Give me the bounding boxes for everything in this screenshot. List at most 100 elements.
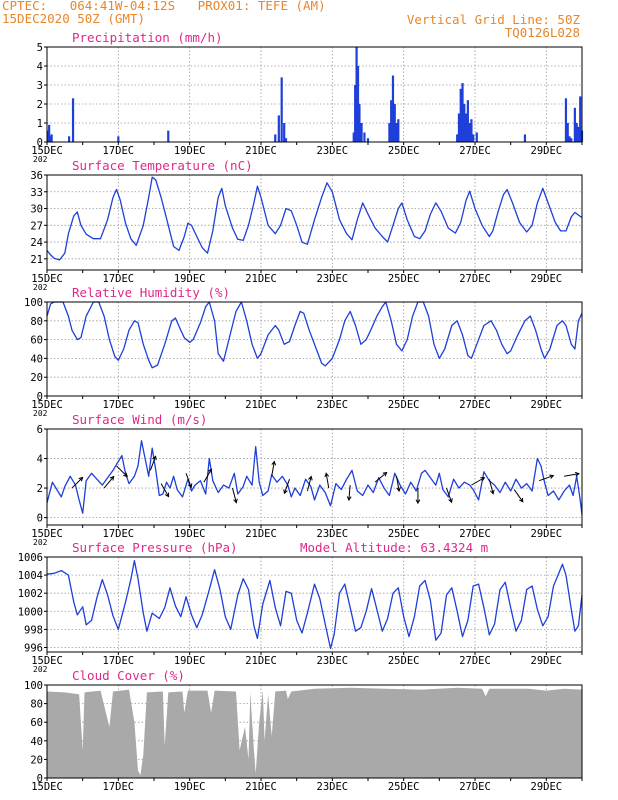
- x-tick-label: 15DEC: [31, 145, 63, 157]
- y-tick-label: 24: [30, 237, 43, 249]
- precip-bar: [354, 85, 357, 142]
- x-tick-label: 27DEC: [459, 655, 491, 667]
- panel-rh: 0 20 40 60 80 100 15DEC 17DEC 19DEC 21DEC 23DEC 25D…: [24, 285, 583, 418]
- y-tick-label: 80: [30, 316, 43, 328]
- wind-vector-shaft: [445, 487, 453, 503]
- year-label: 202: [33, 409, 48, 418]
- wind-vector-head: [490, 489, 495, 495]
- y-tick-label: 36: [30, 170, 43, 182]
- y-tick-label: 30: [30, 204, 43, 216]
- year-label: 202: [33, 538, 48, 547]
- precip-bar: [284, 138, 288, 142]
- cloud-title: Cloud Cover (%): [72, 668, 185, 683]
- y-tick-label: 4: [37, 61, 43, 73]
- precip-bar: [464, 113, 468, 142]
- precip-bar: [468, 123, 471, 142]
- x-tick-label: 19DEC: [174, 528, 206, 540]
- wind-vector-shaft: [203, 468, 212, 483]
- y-tick-label: 20: [30, 754, 43, 766]
- precip-bar: [395, 123, 398, 142]
- wind-vector-head: [519, 497, 524, 503]
- cloud-area: [47, 687, 582, 778]
- y-tick-label: 5: [37, 42, 43, 54]
- wind-vector-shaft: [325, 473, 330, 489]
- x-tick-label: 17DEC: [103, 145, 135, 157]
- panel-frame: [46, 301, 583, 397]
- precip-bar: [575, 123, 578, 142]
- x-tick-label: 15DEC: [31, 528, 63, 540]
- y-tick-label: 1006: [18, 552, 43, 564]
- x-tick-label: 19DEC: [174, 145, 206, 157]
- x-tick-label: 27DEC: [459, 145, 491, 157]
- wind-vector-shaft: [306, 476, 312, 492]
- wind-vector: [564, 471, 580, 477]
- x-tick-label: 21DEC: [245, 273, 277, 285]
- wind-vector: [488, 479, 495, 495]
- x-tick-label: 15DEC: [31, 655, 63, 667]
- x-tick-label: 29DEC: [531, 655, 563, 667]
- precip-bar: [167, 130, 170, 142]
- precip-bar: [277, 115, 280, 142]
- precip-bar: [391, 75, 395, 142]
- wind-vector: [346, 485, 352, 502]
- y-tick-label: 40: [30, 353, 43, 365]
- precip-bar: [456, 134, 459, 142]
- wind-vector-head: [152, 455, 157, 461]
- wind-vector: [149, 455, 157, 471]
- y-tick-label: 1004: [18, 570, 43, 582]
- year-label: 202: [33, 665, 48, 674]
- wind-vector-shaft: [231, 487, 237, 503]
- rh-title: Relative Humidity (%): [72, 285, 230, 300]
- wind-vector-shaft: [488, 479, 494, 494]
- x-tick-label: 21DEC: [245, 399, 277, 411]
- x-tick-label: 25DEC: [388, 655, 420, 667]
- wind-vector: [396, 476, 401, 493]
- panel-cloud: 0 20 40 60 80 100 15DEC 17DEC 19DEC 21DEC 23DEC 25D…: [24, 668, 583, 793]
- precip-bar: [355, 47, 358, 142]
- wind-vector-head: [415, 499, 421, 505]
- x-tick-label: 15DEC: [31, 399, 63, 411]
- wind-vector: [71, 476, 84, 489]
- header-line2-left: 15DEC2020 50Z (GMT): [2, 11, 145, 26]
- y-tick-label: 996: [24, 642, 43, 654]
- precip-bar: [388, 123, 391, 142]
- wind-vector-shaft: [374, 472, 387, 483]
- precip-bar: [356, 66, 360, 142]
- wind-vector: [374, 471, 388, 483]
- y-tick-label: 998: [24, 624, 43, 636]
- wind-vector-head: [109, 475, 115, 481]
- x-tick-label: 15DEC: [31, 273, 63, 285]
- y-tick-label: 0: [37, 513, 43, 525]
- x-tick-label: 17DEC: [103, 781, 135, 793]
- wind-vector: [415, 488, 421, 505]
- y-tick-label: 0: [37, 137, 43, 149]
- precip-bar: [393, 104, 396, 142]
- wind-vector-head: [78, 476, 84, 482]
- precip-bar: [472, 134, 475, 142]
- y-tick-label: 33: [30, 187, 43, 199]
- precip-bar: [566, 123, 569, 142]
- wind-vector: [539, 474, 555, 482]
- precip-bar: [397, 119, 400, 142]
- precip-bar: [577, 126, 580, 142]
- x-tick-label: 27DEC: [459, 399, 491, 411]
- y-tick-label: 1000: [18, 606, 43, 618]
- x-tick-label: 29DEC: [531, 273, 563, 285]
- x-tick-label: 25DEC: [388, 781, 420, 793]
- x-tick-label: 29DEC: [531, 781, 563, 793]
- wind-vector-shaft: [396, 476, 400, 492]
- x-tick-label: 17DEC: [103, 273, 135, 285]
- wind-vector-shaft: [71, 477, 83, 489]
- pressure-annotation: Model Altitude: 63.4324 m: [300, 540, 488, 555]
- y-tick-label: 21: [30, 254, 43, 266]
- wind-vector-shaft: [348, 485, 351, 501]
- wind-vector-head: [187, 483, 193, 489]
- wind-vector-shaft: [185, 473, 192, 488]
- wind-vector-shaft: [103, 476, 115, 489]
- rh-line: [46, 301, 583, 369]
- panel-temp: 21 24 27 30 33 36 15DEC 17DEC 19DEC 21DEC 23DEC 25D…: [30, 158, 583, 292]
- year-label: 202: [33, 155, 48, 164]
- x-tick-label: 17DEC: [103, 399, 135, 411]
- x-tick-label: 17DEC: [103, 655, 135, 667]
